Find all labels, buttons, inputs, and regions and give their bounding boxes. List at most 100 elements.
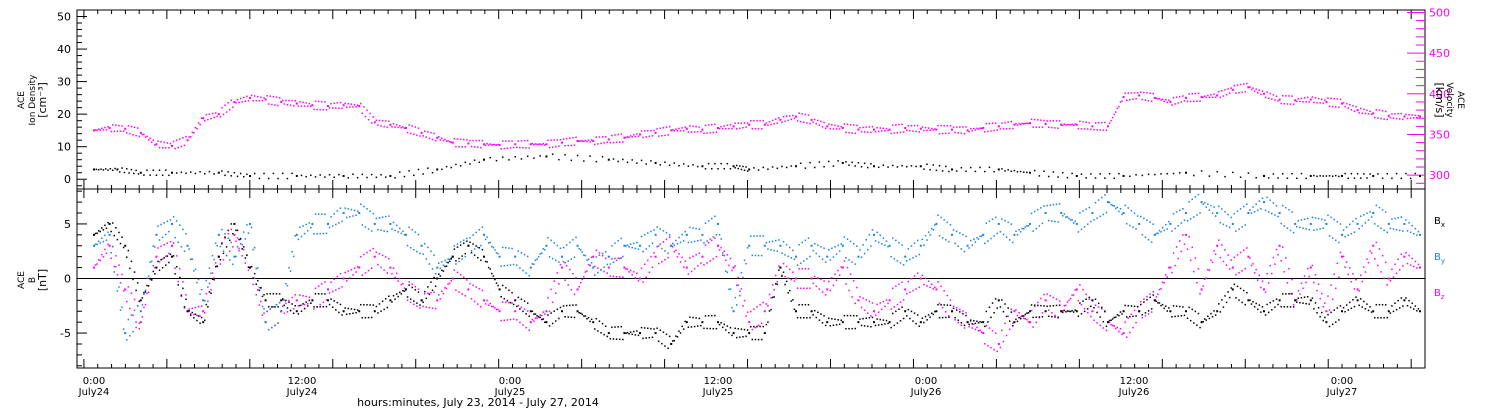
by-point	[258, 286, 261, 289]
by-point	[1066, 216, 1069, 218]
by-point	[829, 259, 832, 261]
by-point	[884, 244, 886, 246]
bz-point	[146, 292, 148, 295]
by-point	[199, 293, 201, 296]
bx-point	[1121, 313, 1123, 315]
velocity-point	[637, 135, 640, 137]
density-point	[748, 168, 751, 171]
density-point	[1004, 170, 1006, 172]
bz-point	[241, 255, 243, 257]
bz-point	[567, 284, 569, 286]
bz-point	[834, 273, 836, 275]
by-point	[1261, 197, 1264, 199]
bz-point	[188, 308, 190, 310]
velocity-point	[729, 123, 732, 126]
bx-point	[1297, 297, 1300, 299]
velocity-point	[1311, 96, 1314, 98]
bz-point	[935, 288, 938, 291]
bx-point	[1317, 306, 1320, 309]
bx-point	[462, 242, 465, 244]
bz-point	[1313, 281, 1315, 284]
bz-point	[1007, 315, 1009, 318]
by-point	[773, 249, 775, 252]
by-point	[941, 237, 944, 239]
by-point	[1353, 231, 1356, 233]
bx-point	[1041, 315, 1044, 318]
bx-point	[657, 340, 660, 343]
bx-point	[795, 310, 797, 313]
by-point	[1391, 218, 1393, 220]
bx-point	[993, 312, 995, 314]
density-point	[489, 156, 491, 159]
bz-point	[979, 329, 981, 332]
by-point	[289, 270, 292, 272]
density-point	[576, 154, 579, 157]
bx-point	[813, 309, 816, 312]
velocity-point	[586, 140, 588, 143]
bz-point	[228, 250, 231, 252]
by-point	[689, 226, 691, 229]
bx-point	[1380, 317, 1382, 319]
bx-point	[1101, 306, 1103, 309]
velocity-point	[916, 124, 919, 127]
bx-point	[483, 255, 485, 258]
by-point	[1047, 219, 1050, 222]
bx-point	[737, 327, 740, 330]
bx-point	[848, 327, 850, 330]
by-point	[672, 242, 674, 245]
bz-point	[1324, 302, 1326, 304]
bx-point	[949, 304, 952, 307]
velocity-point	[536, 143, 538, 146]
velocity-point	[1213, 93, 1215, 95]
bz-point	[841, 266, 844, 269]
by-point	[620, 237, 623, 240]
bz-point	[1392, 276, 1395, 278]
bz-point	[1015, 309, 1017, 311]
velocity-point	[363, 106, 365, 108]
by-point	[139, 310, 142, 313]
by-point	[1179, 209, 1181, 212]
bz-point	[456, 271, 459, 274]
velocity-point	[1246, 82, 1248, 85]
density-point	[896, 166, 899, 168]
velocity-point	[609, 141, 612, 144]
by-point	[1189, 218, 1192, 220]
density-point	[717, 168, 719, 170]
bz-point	[450, 279, 452, 282]
by-point	[1080, 228, 1083, 231]
by-point	[1207, 203, 1209, 205]
by-point	[1416, 234, 1418, 236]
velocity-point	[648, 135, 651, 138]
bx-point	[1160, 304, 1162, 307]
by-point	[667, 252, 669, 255]
bx-point	[891, 312, 894, 315]
velocity-point	[662, 126, 665, 129]
velocity-point	[1344, 105, 1346, 108]
velocity-point	[1166, 101, 1169, 104]
bx-point	[1266, 303, 1268, 306]
bx-point	[977, 322, 980, 324]
bz-point	[399, 277, 401, 280]
by-point	[685, 233, 688, 236]
bx-point	[896, 322, 899, 324]
velocity-point	[999, 128, 1002, 130]
bx-point	[1386, 316, 1388, 319]
by-point	[1411, 224, 1413, 227]
bz-point	[987, 345, 989, 347]
bx-point	[685, 321, 688, 324]
bz-point	[792, 271, 794, 274]
by-point	[286, 284, 289, 287]
bx-point	[470, 251, 473, 254]
bx-point	[392, 294, 395, 297]
velocity-point	[249, 96, 251, 99]
by-point	[1174, 227, 1176, 230]
velocity-point	[1378, 109, 1381, 111]
bx-point	[260, 286, 262, 289]
by-point	[1342, 229, 1345, 231]
by-point	[243, 231, 245, 233]
density-point	[762, 166, 764, 169]
velocity-point	[676, 129, 679, 132]
bx-point	[430, 281, 432, 283]
bx-point	[408, 284, 410, 286]
velocity-point	[257, 95, 259, 98]
